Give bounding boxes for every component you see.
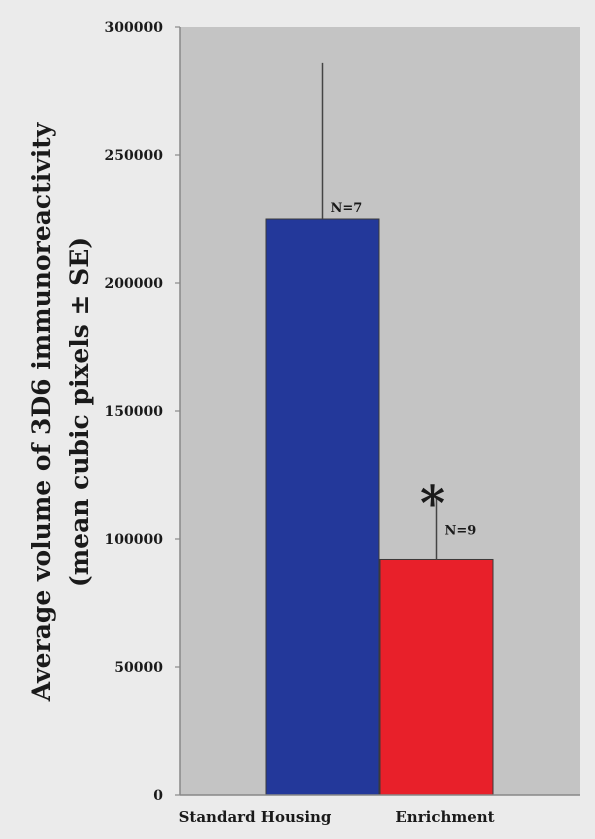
significance-marker: * — [420, 476, 445, 532]
sample-size-label: N=9 — [445, 523, 477, 538]
y-axis-label: Average volume of 3D6 immunoreactivity — [27, 121, 56, 702]
y-tick-label: 300000 — [105, 20, 164, 36]
bar-1 — [379, 558, 494, 796]
y-tick-label: 100000 — [105, 532, 164, 548]
y-tick-label: 50000 — [114, 660, 163, 676]
y-tick-label: 250000 — [105, 148, 164, 164]
y-tick-label: 200000 — [105, 276, 164, 292]
sample-size-label: N=7 — [331, 201, 363, 216]
y-tick-label: 150000 — [105, 404, 164, 420]
x-category-label: Enrichment — [395, 808, 494, 826]
x-category-label: Standard Housing — [179, 808, 332, 826]
y-axis-label-line2: (mean cubic pixels ± SE) — [65, 237, 94, 587]
bar-0 — [265, 218, 380, 796]
y-tick-label: 0 — [153, 788, 163, 804]
